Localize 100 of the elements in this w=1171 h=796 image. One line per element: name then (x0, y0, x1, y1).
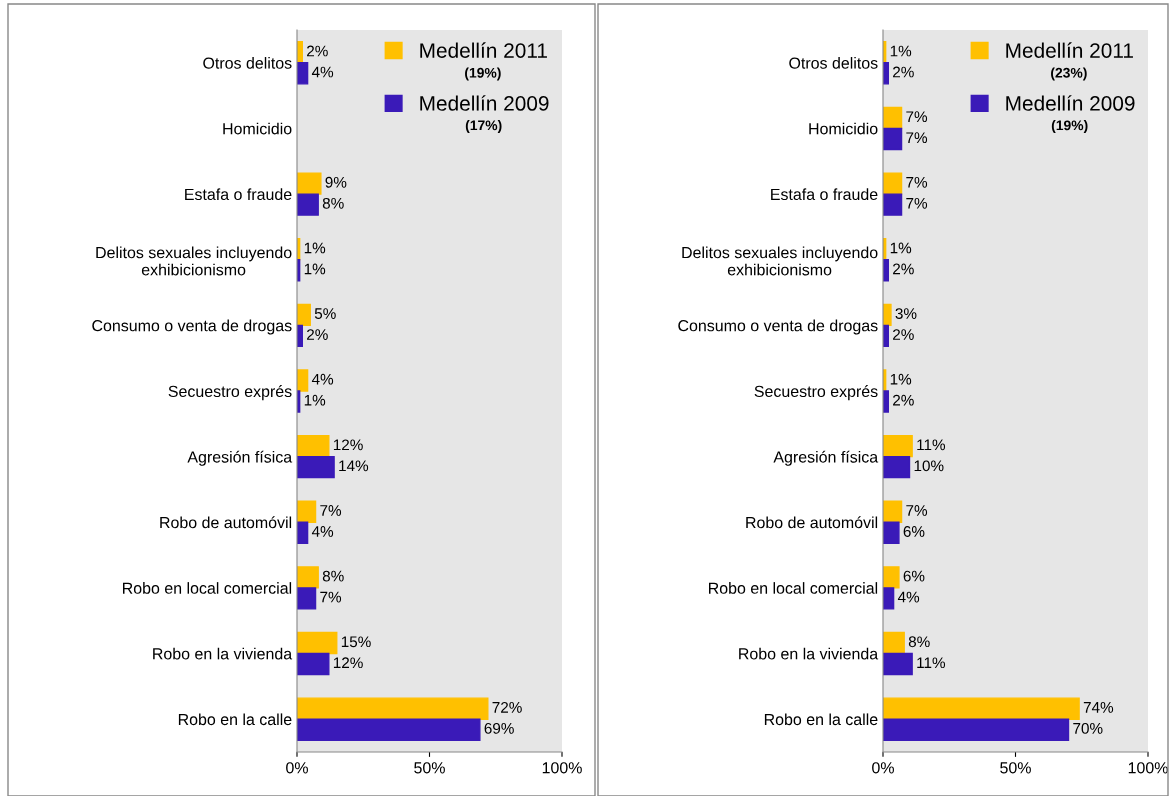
data-label: 8% (322, 197, 344, 209)
x-tick-label: 100% (1128, 762, 1168, 774)
data-label: 2% (893, 394, 914, 406)
data-label: 6% (903, 526, 925, 537)
data-label: 14% (339, 460, 369, 472)
data-label: 4% (311, 66, 334, 78)
annotation: (19%) (1051, 120, 1088, 133)
bar (883, 521, 900, 544)
bar (297, 172, 322, 195)
data-label: 6% (903, 570, 925, 582)
bar (883, 631, 905, 655)
data-label: 7% (320, 505, 342, 516)
data-label: 12% (333, 657, 363, 669)
y-tick-label: Consumo o venta de drogas (92, 319, 292, 335)
y-tick-label: Estafa o fraude (185, 188, 292, 201)
y-tick-label: Robo en la calle (764, 713, 878, 726)
bar (297, 62, 309, 85)
data-label: 7% (906, 132, 928, 143)
bar (883, 127, 903, 151)
x-tick-label: 0% (286, 762, 308, 774)
data-label: 8% (908, 636, 930, 648)
y-tick-label: Otros delitos (789, 57, 878, 69)
y-tick-label: Robo de automóvil (746, 516, 878, 529)
y-tick-label: Consumo o venta de drogas (678, 319, 878, 335)
data-label: 1% (304, 242, 326, 254)
data-label: 2% (893, 66, 914, 78)
legend-label: Medellín 2009 (420, 95, 549, 111)
bar (297, 455, 335, 479)
data-label: 74% (1083, 702, 1114, 713)
y-tick-label: Otros delitos (203, 57, 292, 69)
bar (883, 587, 895, 610)
data-label: 7% (906, 197, 928, 209)
data-label: 7% (906, 505, 928, 516)
data-label: 2% (893, 329, 914, 340)
bar (297, 566, 319, 589)
bar (297, 652, 330, 676)
y-tick-label: Agresión física (187, 450, 293, 466)
data-label: 2% (307, 45, 328, 57)
bar (883, 652, 913, 676)
bar (883, 434, 913, 458)
bar (883, 697, 1080, 720)
data-label: 2% (307, 329, 328, 340)
x-tick-label: 100% (542, 762, 582, 774)
bar (297, 303, 311, 327)
data-label: 11% (917, 657, 946, 669)
y-tick-label: Estafa o fraude (771, 188, 878, 201)
y-tick-label: Robo en la vivienda (153, 647, 293, 660)
data-label: 15% (341, 636, 371, 648)
data-label: 12% (333, 439, 363, 451)
data-label: 72% (492, 701, 522, 713)
data-label: 69% (484, 722, 514, 734)
data-label: 4% (311, 526, 334, 537)
y-tick-label: Robo en la calle (178, 713, 292, 726)
y-tick-label: Robo en local comercial (123, 582, 292, 594)
annotation: (23%) (1051, 67, 1087, 81)
bar (883, 718, 1070, 741)
y-tick-label: Homicidio (809, 122, 878, 135)
data-label: 11% (917, 439, 946, 451)
data-label: 7% (906, 111, 928, 122)
data-label: 3% (895, 308, 917, 319)
bar (883, 455, 911, 479)
bar (297, 193, 319, 216)
bar (883, 566, 900, 589)
y-tick-label: Agresión física (773, 450, 879, 466)
data-label: 7% (906, 176, 928, 188)
bar (297, 500, 317, 523)
x-tick-label: 50% (1000, 762, 1031, 774)
bar (297, 718, 481, 741)
bar (297, 631, 338, 655)
y-tick-label: Secuestro exprés (168, 385, 292, 401)
data-label: 4% (897, 591, 920, 603)
y-tick-label: Robo en la vivienda (739, 647, 879, 660)
y-tick-label: Secuestro exprés (754, 385, 878, 401)
data-label: 1% (890, 373, 912, 385)
data-label: 9% (325, 176, 347, 188)
data-label: 1% (890, 45, 912, 57)
data-label: 5% (314, 308, 336, 319)
data-label: 7% (320, 591, 342, 603)
y-tick-label: Robo de automóvil (160, 516, 292, 529)
data-label: 1% (890, 242, 912, 254)
x-tick-label: 0% (872, 762, 894, 774)
y-tick-label: Delitos sexuales incluyendo exhibicionismo (682, 246, 878, 276)
legend-label: Medellín 2011 (1006, 42, 1133, 58)
legend-label: Medellín 2011 (420, 42, 547, 58)
annotation: (19%) (465, 67, 501, 81)
y-tick-label: Homicidio (223, 122, 292, 135)
y-tick-label: Robo en local comercial (709, 582, 878, 594)
data-label: 10% (914, 460, 944, 472)
bar (297, 369, 309, 392)
data-label: 2% (893, 263, 914, 275)
data-label: 8% (322, 570, 344, 582)
bar (297, 697, 489, 720)
y-tick-label: Delitos sexuales incluyendo exhibicionismo (96, 246, 292, 276)
bar (297, 587, 317, 610)
legend-label: Medellín 2009 (1006, 95, 1135, 111)
data-label: 4% (311, 373, 334, 385)
data-label: 1% (304, 263, 326, 275)
bar (297, 434, 330, 458)
x-tick-label: 50% (414, 762, 445, 774)
annotation: (17%) (465, 120, 502, 133)
